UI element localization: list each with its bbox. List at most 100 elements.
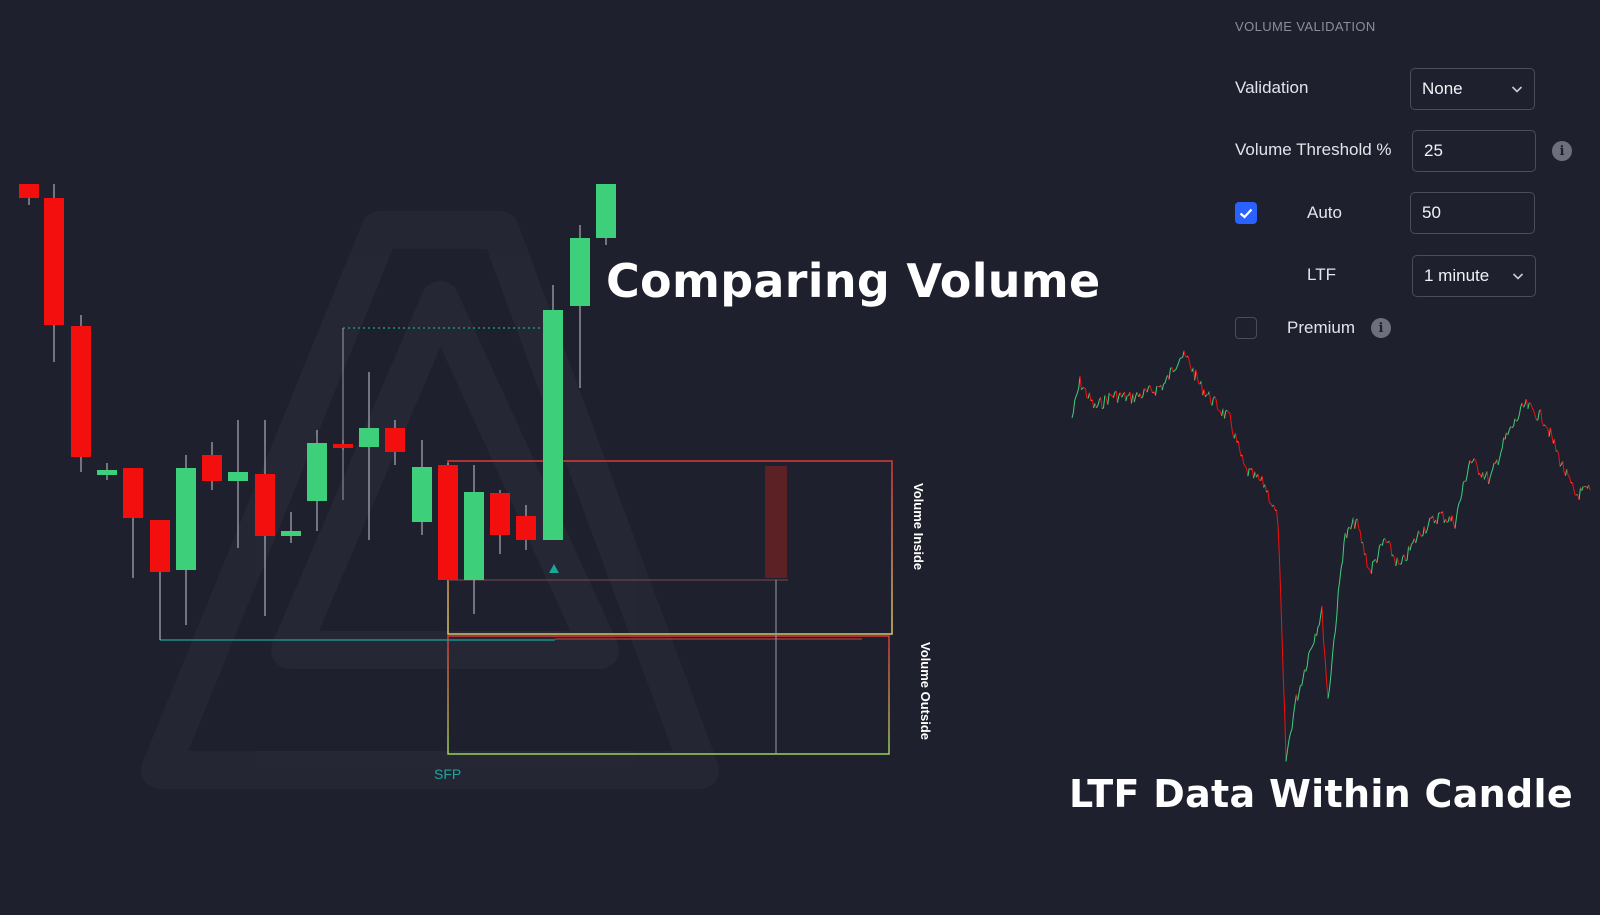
ltf-tick [1175,366,1178,370]
ltf-tick [1327,688,1330,699]
ltf-tick [1172,370,1175,373]
shaded-volume-bar [765,466,787,578]
ltf-tick [1428,517,1431,524]
ltf-tick [1551,435,1554,444]
ltf-tick [1534,414,1537,421]
candle [412,440,432,535]
ltf-tick [1074,396,1077,401]
ltf-tick [1222,408,1225,419]
ltf-tick [1475,460,1478,466]
candle-body [333,444,353,448]
candle [359,372,379,540]
volume-outside-box [447,635,890,755]
ltf-tick [1081,387,1084,391]
ltf-tick [1217,408,1220,411]
ltf-tick [1117,395,1120,403]
ltf-tick [1200,380,1204,396]
ltf-tick [1513,418,1516,427]
candlestick-series [19,184,616,640]
ltf-tick [1329,673,1332,689]
ltf-tick [1176,362,1180,367]
ltf-tick [1531,407,1535,411]
ltf-tick [1359,531,1363,544]
ltf-tick [1132,393,1135,403]
ltf-tick [1308,649,1311,654]
ltf-tick [1525,399,1529,409]
ltf-tick [1317,624,1320,627]
ltf-tick [1267,490,1270,503]
ltf-tick [1558,453,1561,467]
candle-body [176,468,196,570]
ltf-tick [1411,542,1414,545]
ltf-tick [1146,386,1150,393]
ltf-tick [1457,502,1460,509]
ltf-tick [1462,480,1465,484]
ltf-tick [1136,392,1140,398]
volume-threshold-input[interactable]: 25 [1412,130,1536,172]
ltf-tick [1091,399,1095,409]
ltf-tick [1423,526,1427,534]
candle [19,184,39,205]
ltf-value: 1 minute [1424,266,1490,285]
ltf-tick [1161,383,1165,391]
premium-checkbox[interactable] [1235,317,1257,339]
ltf-tick [1366,566,1369,569]
volume-validation-settings-panel: VOLUME VALIDATION Validation None Volume… [1225,0,1600,360]
ltf-tick [1454,517,1457,529]
ltf-tick [1285,749,1288,762]
ltf-tick [1425,529,1428,534]
ltf-tick [1142,388,1145,397]
ltf-tick [1226,410,1230,413]
ltf-tick [1141,395,1144,399]
ltf-tick [1301,677,1304,686]
info-icon[interactable]: i [1371,318,1391,338]
candle-body [307,443,327,501]
ltf-tick [1075,393,1078,397]
ltf-tick [1130,393,1134,404]
ltf-tick [1269,502,1272,505]
ltf-tick [1529,402,1531,404]
ltf-tick [1497,458,1500,466]
ltf-tick [1089,392,1092,401]
ltf-select[interactable]: 1 minute [1412,255,1536,297]
ltf-tick [1187,355,1190,362]
ltf-tick [1107,392,1110,405]
auto-checkbox[interactable] [1235,202,1257,224]
candle [123,468,143,578]
ltf-tick [1376,555,1379,564]
ltf-tick [1337,580,1341,591]
ltf-tick [1416,530,1420,538]
candle-body [359,428,379,447]
ltf-tick [1104,394,1107,399]
ltf-tick [1071,412,1074,419]
ltf-tick [1298,684,1301,693]
ltf-tick [1291,714,1294,730]
ltf-tick [1149,385,1152,391]
ltf-tick [1229,413,1232,426]
ltf-tick [1218,410,1221,412]
candle-body [71,326,91,457]
ltf-tick [1244,465,1247,469]
ltf-tick [1395,557,1398,567]
ltf-tick [1277,525,1280,555]
candle [71,315,91,472]
candle [255,420,275,616]
ltf-tick [1466,465,1470,475]
ltf-tick [1215,399,1218,410]
ltf-tick [1129,392,1132,404]
ltf-tick [1352,517,1356,529]
ltf-tick [1578,487,1581,500]
candle [516,505,536,550]
ltf-tick [1121,394,1124,398]
ltf-tick [1235,433,1238,443]
candle [333,440,353,450]
validation-select[interactable]: None [1410,68,1535,110]
ltf-tick [1336,590,1339,615]
info-icon[interactable]: i [1552,141,1572,161]
ltf-tick [1211,398,1214,406]
volume-threshold-value: 25 [1424,141,1443,160]
auto-value-input[interactable]: 50 [1410,192,1535,234]
ltf-tick [1273,504,1276,511]
ltf-tick [1556,450,1560,454]
ltf-tick [1178,358,1181,363]
